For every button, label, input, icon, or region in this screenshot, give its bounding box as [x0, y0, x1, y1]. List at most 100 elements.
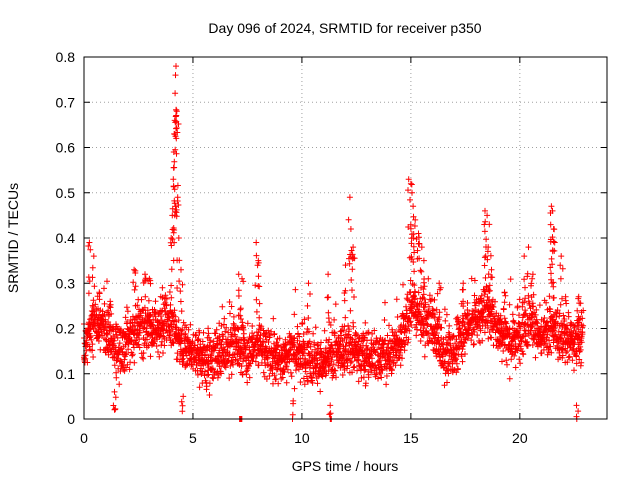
y-tick-label: 0.3 — [56, 275, 76, 291]
data-point — [303, 344, 310, 351]
data-point — [246, 374, 253, 381]
data-point — [163, 302, 170, 309]
data-point — [199, 338, 206, 345]
data-point — [252, 358, 259, 365]
data-point — [189, 338, 196, 345]
data-point — [157, 313, 164, 320]
data-point — [312, 346, 319, 353]
data-point — [234, 325, 241, 332]
axis-ticks: 0 0.1 0.2 0.3 0.4 0.5 0.6 0.7 0.8 0 5 10 15 20 — [56, 49, 607, 446]
data-point — [318, 339, 324, 346]
data-point — [172, 313, 179, 320]
data-point — [217, 368, 224, 375]
data-point — [275, 361, 282, 368]
data-point — [87, 316, 94, 323]
data-point — [317, 345, 324, 352]
data-point — [441, 306, 448, 313]
data-point — [392, 329, 399, 335]
data-point — [144, 307, 151, 314]
data-point — [218, 322, 225, 329]
data-point — [339, 372, 346, 378]
data-point — [453, 360, 460, 367]
data-point — [401, 347, 408, 354]
data-point — [460, 343, 467, 349]
data-point — [305, 378, 311, 385]
data-point — [436, 309, 443, 316]
data-point — [393, 332, 400, 339]
data-point — [331, 329, 338, 336]
data-point — [195, 336, 202, 342]
data-point — [167, 301, 174, 308]
data-point — [450, 333, 457, 340]
data-point — [84, 359, 91, 366]
data-point — [424, 321, 431, 328]
data-point — [333, 374, 339, 381]
data-point — [291, 385, 298, 392]
data-point — [271, 372, 278, 379]
data-point — [90, 354, 97, 360]
data-point — [241, 336, 247, 343]
data-point — [255, 362, 262, 369]
data-point — [262, 333, 269, 340]
data-point — [90, 297, 97, 304]
data-point — [347, 307, 354, 314]
data-point — [214, 374, 221, 381]
data-point — [377, 370, 384, 377]
data-point — [125, 346, 132, 353]
data-point — [446, 331, 453, 338]
data-point — [159, 338, 165, 345]
data-point — [294, 323, 301, 330]
data-point — [110, 337, 117, 344]
data-point — [241, 352, 248, 358]
data-point — [459, 358, 466, 365]
data-point — [299, 320, 306, 326]
data-point — [250, 355, 257, 361]
data-point — [444, 379, 450, 386]
data-point — [414, 326, 420, 333]
data-point — [431, 311, 438, 318]
data-point — [284, 366, 291, 373]
data-point — [434, 290, 441, 297]
data-point — [306, 338, 313, 345]
data-point — [301, 381, 308, 388]
data-point — [240, 330, 247, 337]
data-point — [415, 289, 422, 296]
data-point — [137, 312, 144, 319]
data-point — [222, 353, 229, 360]
data-point — [232, 333, 239, 340]
data-point — [322, 347, 329, 353]
data-point — [418, 300, 425, 307]
data-point — [156, 333, 163, 339]
data-point — [341, 323, 348, 330]
data-point — [288, 373, 295, 380]
data-point — [400, 281, 406, 288]
data-point — [310, 330, 317, 337]
data-point — [301, 316, 308, 323]
data-point — [464, 300, 471, 306]
data-point — [314, 341, 321, 348]
data-point — [169, 317, 176, 324]
data-point — [121, 368, 128, 374]
data-point — [205, 371, 212, 378]
data-point — [422, 299, 429, 306]
data-point — [319, 350, 326, 357]
data-point — [193, 332, 200, 338]
data-point — [300, 331, 307, 337]
data-point — [88, 336, 95, 343]
data-point — [124, 308, 131, 315]
data-point — [270, 315, 277, 322]
data-point — [426, 335, 433, 341]
data-point — [327, 322, 334, 328]
data-point — [89, 341, 96, 348]
data-point — [213, 326, 220, 333]
data-point — [350, 364, 357, 371]
data-point — [123, 350, 130, 357]
data-point — [206, 334, 212, 341]
data-point — [392, 362, 399, 369]
data-point — [101, 300, 108, 307]
data-point — [129, 352, 136, 359]
data-point — [136, 336, 143, 343]
data-point — [275, 380, 282, 387]
data-point — [464, 307, 471, 313]
data-point — [314, 380, 321, 387]
